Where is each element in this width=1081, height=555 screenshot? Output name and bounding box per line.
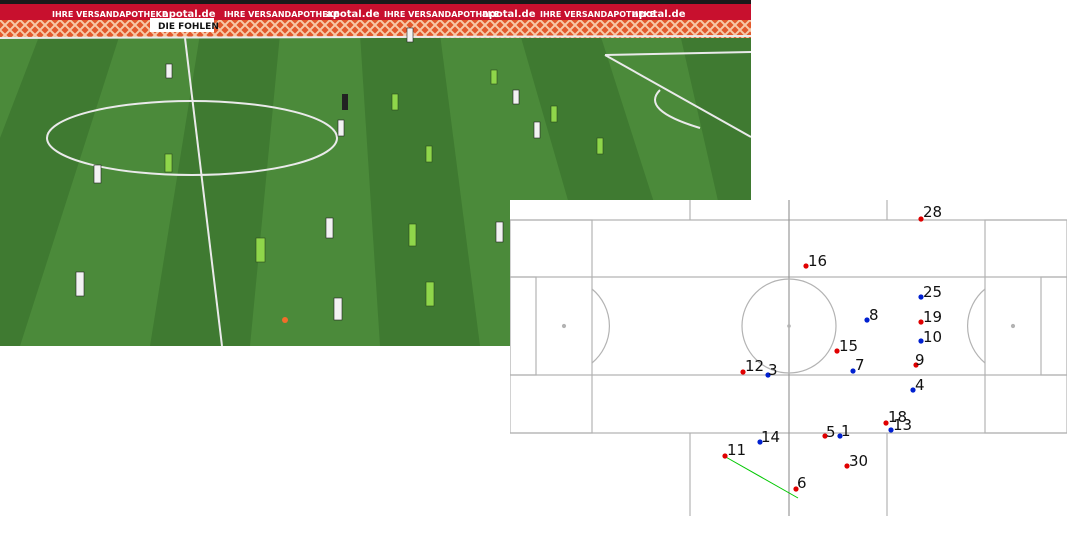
- player-dot: [837, 433, 843, 439]
- player-dot: [722, 453, 728, 459]
- ball: [282, 317, 288, 323]
- player-dot: [918, 319, 924, 325]
- player-label: 5: [826, 423, 836, 441]
- grass-stripes: [0, 0, 751, 346]
- away-players: [164, 69, 604, 307]
- pitch-lines: [510, 200, 1067, 516]
- player-label: 12: [745, 357, 764, 375]
- player-dot: [910, 387, 916, 393]
- pitch-markings: [0, 35, 751, 346]
- banner-text: DIE FOHLEN: [158, 22, 219, 32]
- player-label: 30: [849, 452, 868, 470]
- player-dot: [740, 369, 746, 375]
- player-label: 10: [923, 328, 942, 346]
- ad-board-text: IHRE VERSANDAPOTHEKE: [52, 10, 167, 19]
- player-dot: [793, 486, 799, 492]
- player-label: 1: [841, 422, 851, 440]
- player-label: 4: [915, 376, 925, 394]
- player-dot: [918, 216, 924, 222]
- pass-line: [723, 455, 799, 499]
- player-dot: [844, 463, 850, 469]
- player-label: 9: [915, 351, 925, 369]
- player-label: 6: [797, 474, 807, 492]
- player-label: 8: [869, 306, 879, 324]
- player-dot: [864, 317, 870, 323]
- ad-board-text: IHRE VERSANDAPOTHEKE: [224, 10, 339, 19]
- ad-board-text: IHRE VERSANDAPOTHEKE: [384, 10, 499, 19]
- tactical-map: 28 16 25 8 19 10 15 9 12 3 7 4 18 13 5 1 14 11 30 6: [510, 200, 1067, 516]
- referee: [342, 94, 348, 110]
- broadcast-scene: IHRE VERSANDAPOTHEKE apotal.de IHRE VERS…: [0, 0, 751, 346]
- player-label: 16: [808, 252, 827, 270]
- player-label: 13: [893, 416, 912, 434]
- player-dot: [888, 427, 894, 433]
- player-label: 18: [888, 408, 907, 426]
- player-label: 19: [923, 308, 942, 326]
- player-label: 14: [761, 428, 780, 446]
- player-label: 28: [923, 203, 942, 221]
- ad-boards: IHRE VERSANDAPOTHEKE apotal.de IHRE VERS…: [0, 0, 751, 38]
- player-dot: [822, 433, 828, 439]
- ad-board-text: IHRE VERSANDAPOTHEKE: [540, 10, 655, 19]
- ad-board-text: apotal.de: [482, 9, 536, 20]
- player-dot: [913, 362, 919, 368]
- player-dot: [757, 439, 763, 445]
- player-dot: [850, 368, 856, 374]
- player-label: 25: [923, 283, 942, 301]
- player-dot: [918, 294, 924, 300]
- player-label: 7: [855, 356, 865, 374]
- player-dot: [918, 338, 924, 344]
- player-label: 11: [727, 441, 746, 459]
- ad-board-text: apotal.de: [162, 9, 216, 20]
- player-dot: [883, 420, 889, 426]
- player-label: 15: [839, 337, 858, 355]
- home-players: [75, 27, 541, 321]
- player-dot: [765, 372, 771, 378]
- player-dot: [834, 348, 840, 354]
- ad-board-text: apotal.de: [326, 9, 380, 20]
- broadcast-frame: IHRE VERSANDAPOTHEKE apotal.de IHRE VERS…: [0, 0, 751, 346]
- player-dot: [803, 263, 809, 269]
- player-label: 3: [768, 361, 778, 379]
- ad-board-text: apotal.de: [632, 9, 686, 20]
